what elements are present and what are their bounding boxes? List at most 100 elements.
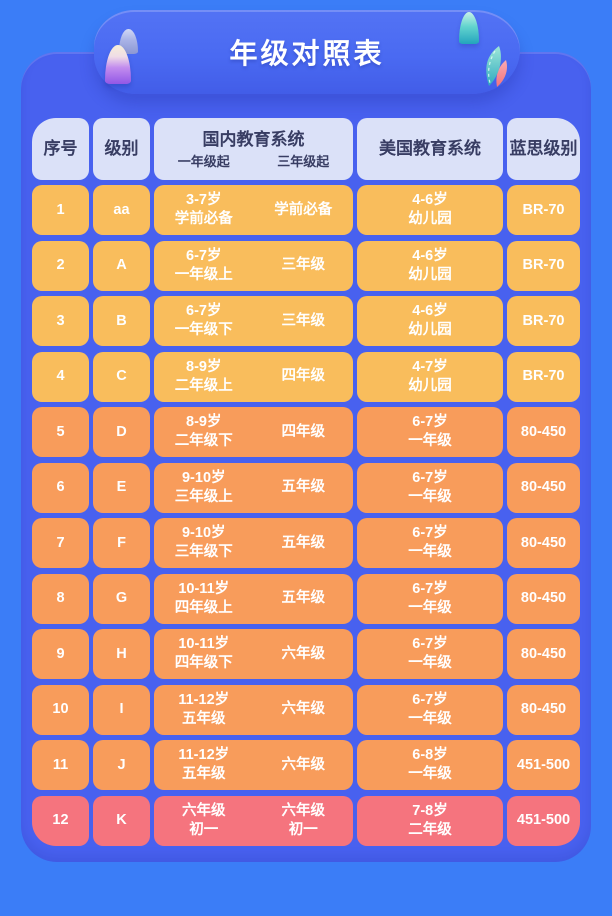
serial-cell: 11 <box>32 740 89 790</box>
level-cell: J <box>93 740 150 790</box>
domestic-cell: 9-10岁 三年级下 五年级 <box>154 518 353 568</box>
level-cell: C <box>93 351 150 402</box>
header-domestic-sub-left: 一年级起 <box>177 154 230 170</box>
domestic-left-text: 11-12岁 五年级 <box>178 747 230 782</box>
domestic-cell: 9-10岁 三年级上 五年级 <box>154 462 353 513</box>
serial-cell: 2 <box>32 240 89 291</box>
table-row: 4 C 8-9岁 二年级上 四年级 4-7岁 幼儿园 BR-70 <box>32 351 580 402</box>
header-domestic-label: 国内教育系统 <box>202 130 305 149</box>
domestic-right-text: 六年级 初一 <box>281 802 326 838</box>
lexile-cell: 80-450 <box>507 573 580 624</box>
lexile-cell: BR-70 <box>507 240 580 291</box>
domestic-cell: 10-11岁 四年级上 五年级 <box>154 573 353 624</box>
serial-cell: 1 <box>32 185 89 235</box>
domestic-left-text: 9-10岁 三年级上 <box>174 469 233 505</box>
domestic-right-text: 四年级 <box>281 368 326 385</box>
crayon-icon <box>459 12 479 44</box>
leaf-icon <box>486 46 507 87</box>
table-row: 7 F 9-10岁 三年级下 五年级 6-7岁 一年级 80-450 <box>32 518 580 568</box>
domestic-left-text: 6-7岁 一年级上 <box>174 247 233 283</box>
table-row: 3 B 6-7岁 一年级下 三年级 4-6岁 幼儿园 BR-70 <box>32 296 580 346</box>
lexile-cell: 80-450 <box>507 518 580 568</box>
domestic-left-text: 8-9岁 二年级上 <box>174 358 233 394</box>
lexile-cell: BR-70 <box>507 351 580 402</box>
lexile-cell: 80-450 <box>507 407 580 457</box>
domestic-left-text: 六年级 初一 <box>182 802 226 838</box>
domestic-left-text: 6-7岁 一年级下 <box>174 303 233 338</box>
serial-cell: 4 <box>32 351 89 402</box>
us-cell: 6-7岁 一年级 <box>357 518 503 568</box>
domestic-right-text: 五年级 <box>281 590 326 607</box>
us-cell: 6-8岁 一年级 <box>357 740 503 790</box>
page-title: 年级对照表 <box>229 38 385 69</box>
us-cell: 4-7岁 幼儿园 <box>357 351 503 402</box>
lexile-cell: 451-500 <box>507 795 580 846</box>
level-cell: aa <box>93 185 150 235</box>
header-domestic-group: 国内教育系统 一年级起 三年级起 <box>154 118 353 180</box>
us-cell: 4-6岁 幼儿园 <box>357 185 503 235</box>
lexile-cell: BR-70 <box>507 185 580 235</box>
serial-cell: 5 <box>32 407 89 457</box>
table-panel: 序号 级别 国内教育系统 一年级起 三年级起 美国教育系统 蓝思级别 1 aa … <box>21 52 591 862</box>
domestic-cell: 6-7岁 一年级下 三年级 <box>154 296 353 346</box>
table-row: 5 D 8-9岁 二年级下 四年级 6-7岁 一年级 80-450 <box>32 407 580 457</box>
lexile-cell: BR-70 <box>507 296 580 346</box>
domestic-left-text: 11-12岁 五年级 <box>178 691 230 727</box>
domestic-cell: 六年级 初一 六年级 初一 <box>154 795 353 846</box>
serial-cell: 10 <box>32 684 89 735</box>
level-cell: B <box>93 296 150 346</box>
table-row: 11 J 11-12岁 五年级 六年级 6-8岁 一年级 451-500 <box>32 740 580 790</box>
serial-cell: 8 <box>32 573 89 624</box>
serial-cell: 7 <box>32 518 89 568</box>
domestic-cell: 11-12岁 五年级 六年级 <box>154 740 353 790</box>
domestic-cell: 3-7岁 学前必备 学前必备 <box>154 185 353 235</box>
us-cell: 6-7岁 一年级 <box>357 462 503 513</box>
lexile-cell: 451-500 <box>507 740 580 790</box>
domestic-left-text: 10-11岁 四年级上 <box>174 580 233 616</box>
us-cell: 4-6岁 幼儿园 <box>357 296 503 346</box>
level-cell: A <box>93 240 150 291</box>
table-row: 1 aa 3-7岁 学前必备 学前必备 4-6岁 幼儿园 BR-70 <box>32 185 580 235</box>
domestic-cell: 6-7岁 一年级上 三年级 <box>154 240 353 291</box>
us-cell: 6-7岁 一年级 <box>357 407 503 457</box>
header-us-system: 美国教育系统 <box>357 118 503 180</box>
level-cell: F <box>93 518 150 568</box>
us-cell: 4-6岁 幼儿园 <box>357 240 503 291</box>
header-serial: 序号 <box>32 118 89 180</box>
domestic-right-text: 三年级 <box>281 257 326 274</box>
header-domestic-subrow: 一年级起 三年级起 <box>154 154 353 171</box>
domestic-right-text: 三年级 <box>281 312 326 329</box>
us-cell: 7-8岁 二年级 <box>357 795 503 846</box>
domestic-right-text: 四年级 <box>281 423 326 440</box>
serial-cell: 12 <box>32 795 89 846</box>
table-body: 1 aa 3-7岁 学前必备 学前必备 4-6岁 幼儿园 BR-70 2 A 6… <box>32 185 580 846</box>
domestic-cell: 8-9岁 二年级上 四年级 <box>154 351 353 402</box>
domestic-right-text: 六年级 <box>281 645 326 662</box>
us-cell: 6-7岁 一年级 <box>357 684 503 735</box>
domestic-left-text: 8-9岁 二年级下 <box>174 414 233 449</box>
serial-cell: 3 <box>32 296 89 346</box>
lexile-cell: 80-450 <box>507 629 580 679</box>
domestic-right-text: 六年级 <box>281 756 326 773</box>
domestic-left-text: 9-10岁 三年级下 <box>174 525 233 560</box>
table-row: 10 I 11-12岁 五年级 六年级 6-7岁 一年级 80-450 <box>32 684 580 735</box>
domestic-left-text: 3-7岁 学前必备 <box>174 192 233 227</box>
serial-cell: 6 <box>32 462 89 513</box>
lexile-cell: 80-450 <box>507 684 580 735</box>
domestic-cell: 8-9岁 二年级下 四年级 <box>154 407 353 457</box>
serial-cell: 9 <box>32 629 89 679</box>
us-cell: 6-7岁 一年级 <box>357 573 503 624</box>
level-cell: I <box>93 684 150 735</box>
header-level: 级别 <box>93 118 150 180</box>
domestic-cell: 11-12岁 五年级 六年级 <box>154 684 353 735</box>
level-cell: D <box>93 407 150 457</box>
domestic-right-text: 六年级 <box>281 701 326 718</box>
level-cell: E <box>93 462 150 513</box>
header-domestic-sub-right: 三年级起 <box>277 154 330 170</box>
title-banner: 年级对照表 <box>94 10 520 94</box>
table-row: 8 G 10-11岁 四年级上 五年级 6-7岁 一年级 80-450 <box>32 573 580 624</box>
domestic-cell: 10-11岁 四年级下 六年级 <box>154 629 353 679</box>
level-cell: K <box>93 795 150 846</box>
table-header-row: 序号 级别 国内教育系统 一年级起 三年级起 美国教育系统 蓝思级别 <box>32 118 580 180</box>
